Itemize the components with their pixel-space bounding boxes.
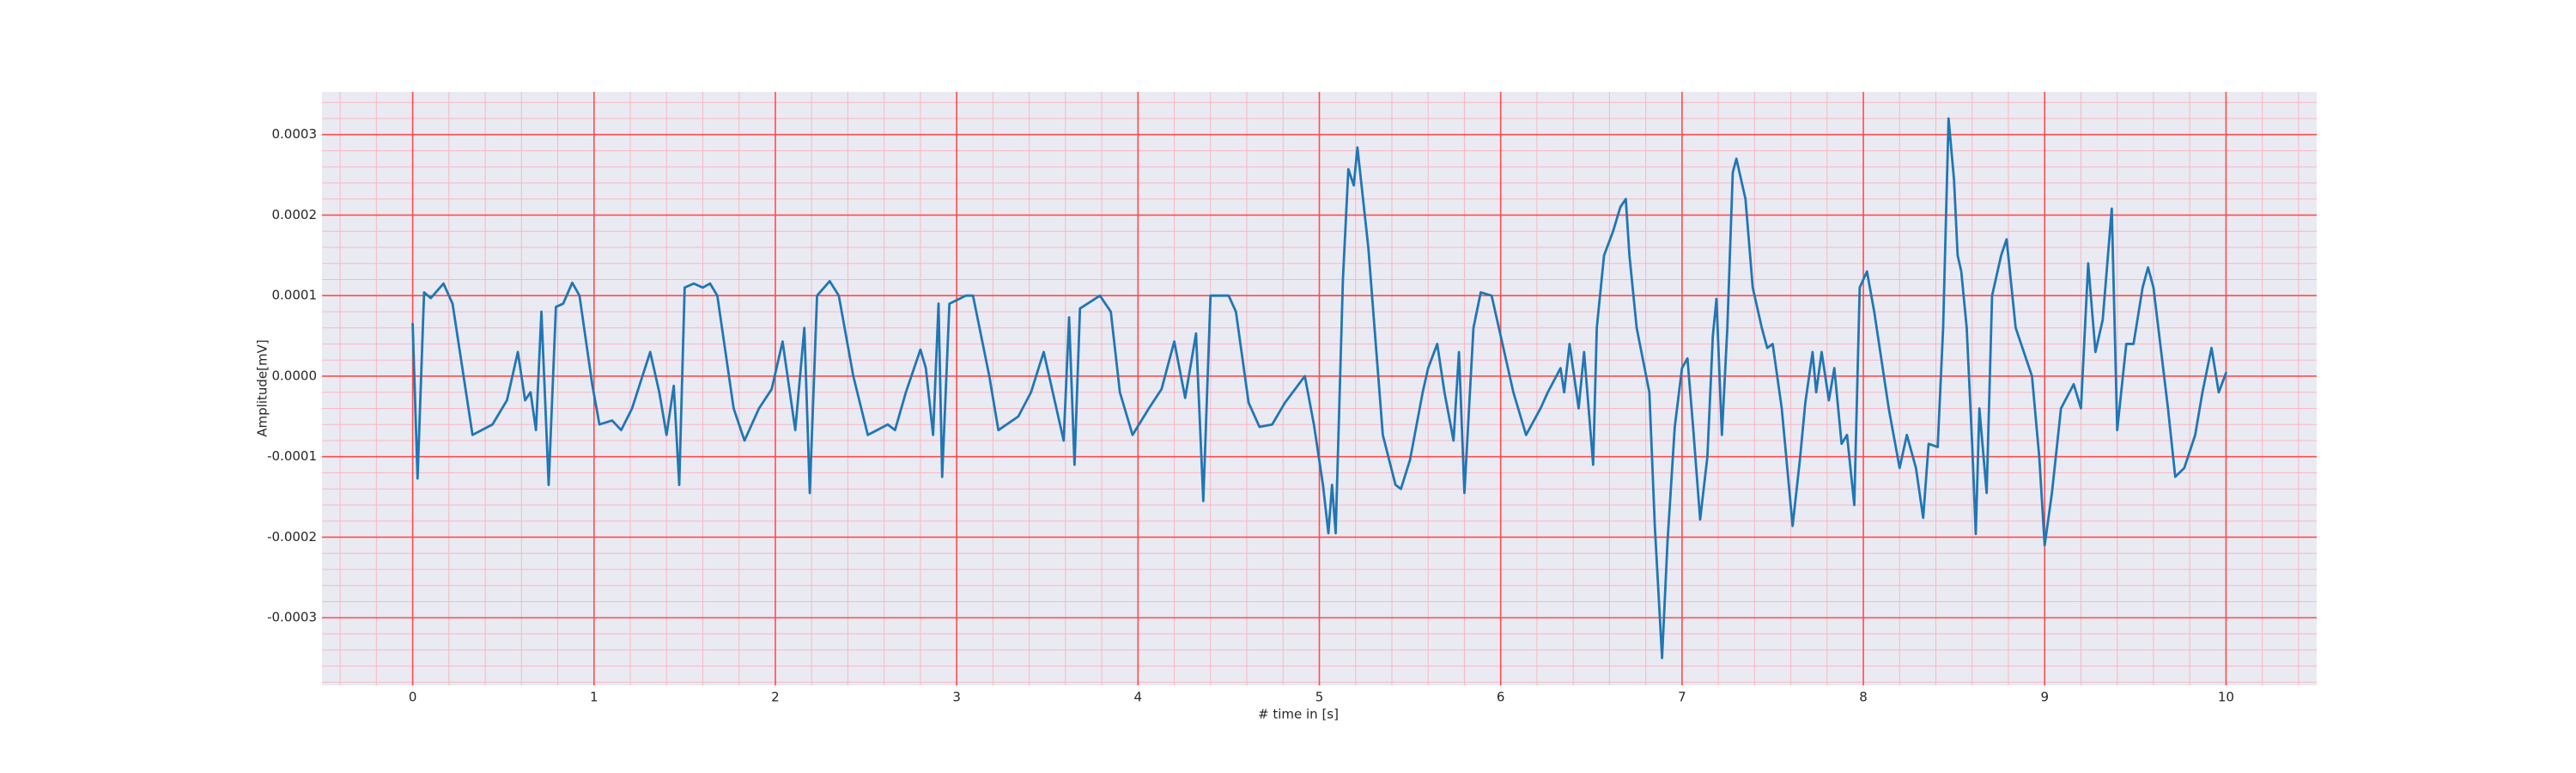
- y-tick-label: -0.0003: [267, 610, 317, 625]
- x-tick-label: 6: [1497, 690, 1505, 705]
- x-tick-label: 1: [590, 690, 598, 705]
- x-tick-label: 0: [409, 690, 417, 705]
- x-tick-label: 4: [1134, 690, 1143, 705]
- y-tick-label: 0.0003: [272, 126, 318, 142]
- y-axis-label: Amplitude[mV]: [255, 339, 270, 436]
- y-tick-label: 0.0002: [272, 207, 318, 222]
- x-tick-label: 5: [1315, 690, 1324, 705]
- x-tick-label: 9: [2040, 690, 2049, 705]
- y-tick-label: 0.0001: [272, 288, 318, 303]
- x-tick-label: 2: [771, 690, 780, 705]
- x-tick-label: 3: [952, 690, 961, 705]
- x-tick-label: 8: [1859, 690, 1868, 705]
- x-tick-label: 10: [2218, 690, 2234, 705]
- x-tick-label: 7: [1678, 690, 1686, 705]
- y-tick-label: -0.0002: [267, 529, 317, 545]
- y-tick-label: 0.0000: [272, 368, 318, 383]
- signal-line: [411, 117, 2227, 660]
- y-tick-label: -0.0001: [267, 448, 317, 464]
- x-axis-label: # time in [s]: [1258, 707, 1339, 722]
